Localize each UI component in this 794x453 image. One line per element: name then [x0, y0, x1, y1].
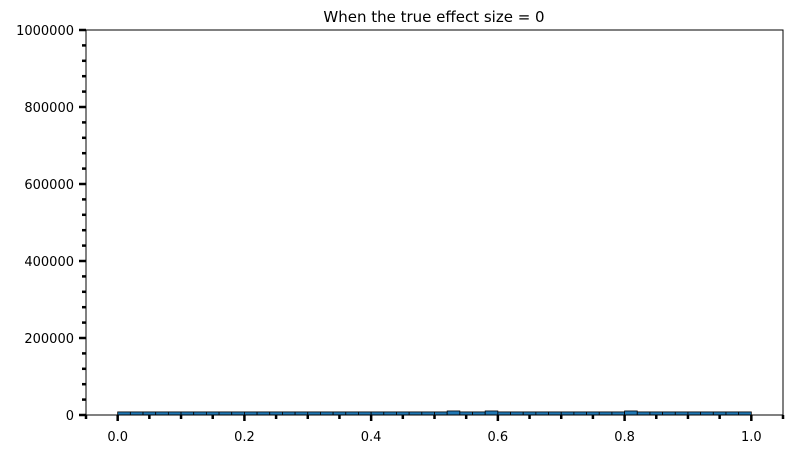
x-tick-label: 0.4 — [361, 430, 382, 445]
y-tick-label: 200000 — [24, 332, 74, 347]
histogram-bar — [446, 410, 461, 416]
y-tick-label: 400000 — [24, 255, 74, 270]
plot-frame — [85, 29, 784, 416]
axes-group: 0.0 0.2 0.4 0.6 0.8 1.0 0 200000 400000 600000 800… — [16, 24, 785, 445]
x-tick-label: 0.0 — [107, 430, 128, 445]
x-tick-label: 0.6 — [488, 430, 509, 445]
y-tick-label: 600000 — [24, 178, 74, 193]
y-tick-label: 0 — [66, 409, 74, 424]
x-tick-label: 1.0 — [741, 430, 762, 445]
x-tick-label: 0.2 — [234, 430, 255, 445]
histogram-bar — [624, 410, 638, 416]
chart-title: When the true effect size = 0 — [323, 8, 544, 26]
bars-group — [117, 410, 752, 416]
y-tick-label: 1000000 — [16, 24, 74, 39]
histogram-bar — [484, 410, 499, 416]
y-tick-label: 800000 — [24, 101, 74, 116]
x-tick-label: 0.8 — [614, 430, 635, 445]
